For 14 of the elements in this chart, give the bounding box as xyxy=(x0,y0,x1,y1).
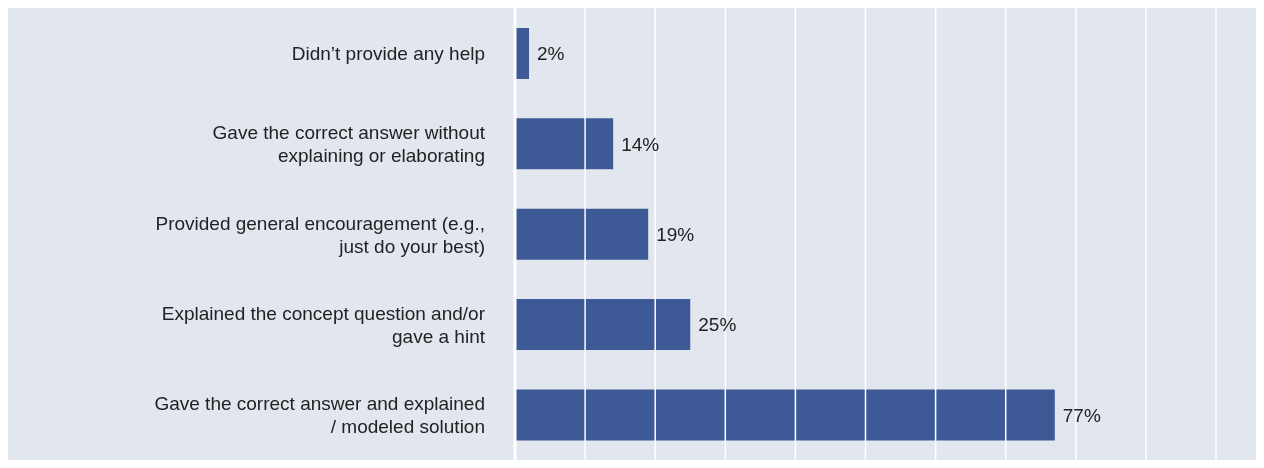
y-tick-label: Gave the correct answer and explained / modeled solution xyxy=(154,392,485,437)
y-tick-label: Explained the concept question and/or gave a hint xyxy=(161,302,486,347)
data-label: 14% xyxy=(621,133,660,155)
data-label: 19% xyxy=(656,223,695,245)
bar xyxy=(515,118,614,170)
y-tick-label: Provided general encouragement (e.g., just do your best) xyxy=(155,212,485,256)
data-label: 25% xyxy=(698,314,737,336)
bar xyxy=(515,389,1055,441)
data-label: 2% xyxy=(537,43,565,65)
data-label: 77% xyxy=(1062,404,1101,426)
bar xyxy=(515,208,649,260)
y-tick-label: Gave the correct answer without explaining or elaborating xyxy=(212,121,486,166)
bar xyxy=(515,299,691,351)
y-tick-label: Didn’t provide any help xyxy=(291,42,485,64)
